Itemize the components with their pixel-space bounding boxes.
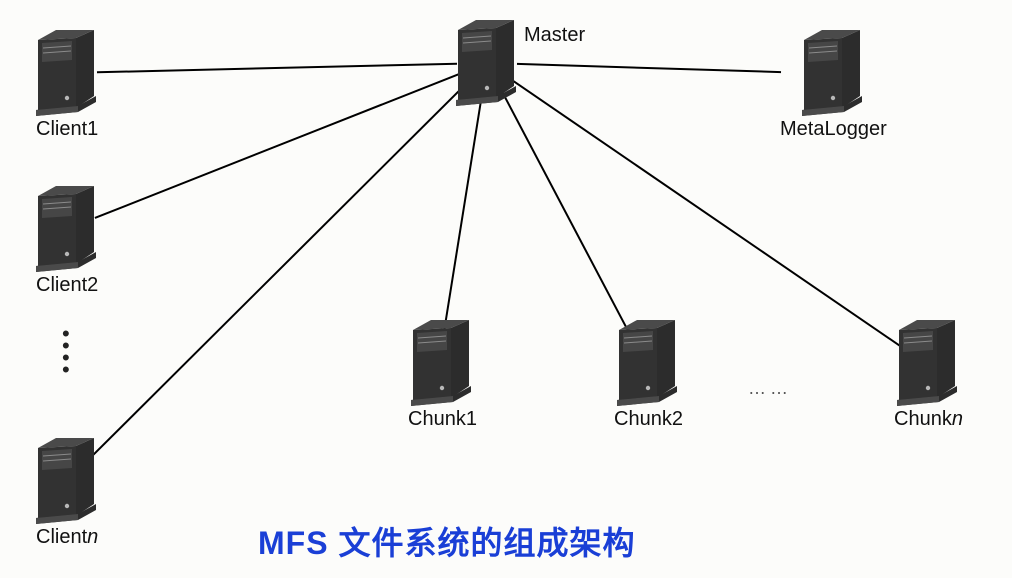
server-node-chunk2: Chunk2 [614,320,683,431]
node-label-client1: Client1 [36,118,98,141]
server-node-chunkn: Chunkn [894,320,963,431]
server-icon [36,438,98,524]
server-icon [617,320,679,406]
server-icon [456,20,518,106]
server-node-chunk1: Chunk1 [408,320,477,431]
vertical-ellipsis: •••• [62,328,70,376]
edge-master-metalogger [517,64,781,72]
node-label-chunk2: Chunk2 [614,408,683,431]
server-node-client1: Client1 [36,30,98,141]
server-icon [36,186,98,272]
server-node-client2: Client2 [36,186,98,297]
edge-master-client2 [95,74,459,218]
server-icon [36,30,98,116]
server-icon [411,320,473,406]
node-label-chunk1: Chunk1 [408,408,477,431]
node-label-metalogger: MetaLogger [780,118,887,141]
node-label-master: Master [524,24,585,47]
node-label-chunkn: Chunkn [894,408,963,431]
horizontal-ellipsis: …… [748,378,792,399]
server-node-clientn: Clientn [36,438,98,549]
node-label-clientn: Clientn [36,526,98,549]
server-icon [802,30,864,116]
server-node-metalogger: MetaLogger [780,30,887,141]
node-label-client2: Client2 [36,274,98,297]
server-node-master: Master [456,20,518,106]
edge-master-chunk1 [444,93,483,334]
diagram-title: MFS 文件系统的组成架构 [258,518,635,564]
edge-master-chunk2 [501,90,631,337]
server-icon [897,320,959,406]
edge-master-client1 [97,64,457,73]
